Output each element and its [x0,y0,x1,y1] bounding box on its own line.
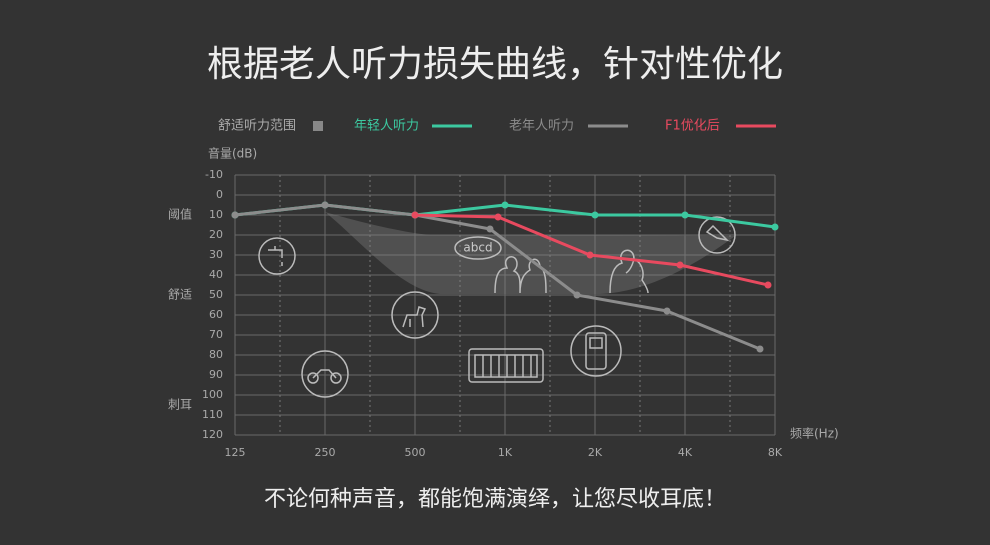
legend-swatch [313,121,323,131]
dog-icon [391,291,439,339]
comfort-band [325,212,735,294]
phone-icon [570,325,622,377]
x-tick-label: 2K [588,446,603,459]
data-point [764,281,772,289]
dog-shape [402,306,427,328]
annotation: 阈值 [168,207,192,222]
wheel [307,372,319,384]
x-tick-label: 250 [315,446,336,459]
data-point [231,211,239,219]
icon-text: abcd [463,241,492,255]
subtitle: 不论何种声音，都能饱满演绎，让您尽收耳底！ [264,487,726,512]
data-point [591,211,599,219]
data-point [486,225,494,233]
x-tick-label: 1K [498,446,513,459]
phone-shape [585,332,607,370]
bird-icon [698,216,736,254]
x-tick-label: 8K [768,446,783,459]
y-tick-label: 0 [216,188,223,201]
y-tick-label: 20 [209,228,223,241]
legend-label: F1优化后 [665,119,720,134]
data-point [676,261,684,269]
y-tick-label: 90 [209,368,223,381]
x-axis-label: 频率(Hz) [790,426,839,441]
y-tick-label: 70 [209,328,223,341]
bird-shape [705,224,730,242]
data-point [573,291,581,299]
y-tick-label: 10 [209,208,223,221]
x-tick-label: 4K [678,446,693,459]
annotation: 舒适 [168,288,192,302]
y-tick-label: 80 [209,348,223,361]
y-tick-label: 40 [209,268,223,281]
legend-label: 老年人听力 [509,119,574,134]
y-tick-label: 120 [202,428,223,441]
y-tick-label: -10 [205,168,223,181]
y-tick-label: 60 [209,308,223,321]
x-tick-label: 500 [405,446,426,459]
y-tick-label: 100 [202,388,223,401]
data-point [771,223,779,231]
y-tick-label: 50 [209,288,223,301]
data-point [321,201,329,209]
y-tick-label: 110 [202,408,223,421]
annotation: 刺耳 [168,398,192,412]
legend-label: 年轻人听力 [354,119,419,134]
chart-title: 根据老人听力损失曲线，针对性优化 [207,44,783,85]
piano-icon [468,348,544,383]
data-point [681,211,689,219]
y-tick-label: 30 [209,248,223,261]
data-point [756,345,764,353]
faucet-icon [258,237,296,275]
faucet-shape [268,246,283,266]
motorbike-shape [312,369,337,379]
wheel [330,372,342,384]
piano-keys [474,354,538,378]
legend-label: 舒适听力范围 [218,119,296,134]
motorbike-icon [301,350,349,398]
speech-bubble [454,236,502,260]
data-point [501,201,509,209]
x-tick-label: 125 [225,446,246,459]
data-point [494,213,502,221]
data-point [411,211,419,219]
legend: 舒适听力范围 年轻人听力 老年人听力 F1优化后 [218,119,776,134]
data-point [586,251,594,259]
y-axis-label: 音量(dB) [208,146,257,161]
phone-screen [589,337,603,349]
data-point [663,307,671,315]
